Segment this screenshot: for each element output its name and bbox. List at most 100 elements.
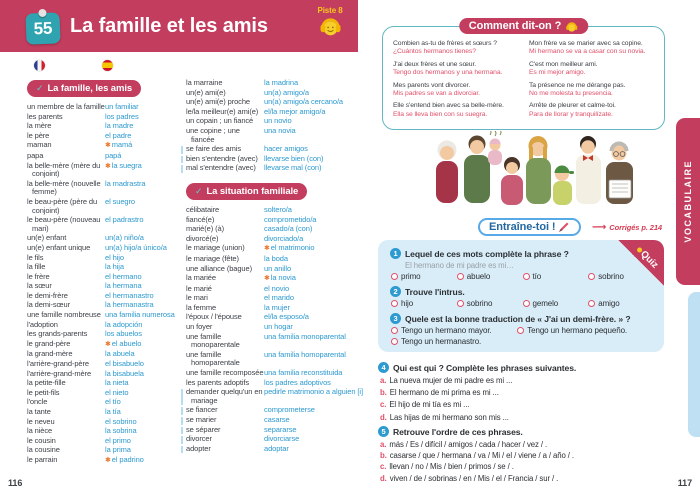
radio-icon[interactable] bbox=[588, 300, 596, 307]
vocab-list-2a: la marraine ✱la madrina un(e) ami(e) ✱un… bbox=[181, 78, 364, 173]
item-letter: c. bbox=[380, 400, 387, 410]
spanish-term-wrap: ✱la madrina bbox=[264, 78, 364, 88]
vocab-row: bien s'entendre (avec) ✱llevarse bien (c… bbox=[181, 154, 364, 164]
quiz-option-label: abuelo bbox=[466, 272, 491, 281]
radio-icon[interactable] bbox=[517, 327, 525, 334]
sentence-pair: C'est mon meilleur ami. Es mi mejor amig… bbox=[529, 61, 656, 78]
quiz-box: Quiz 1 Lequel de ces mots complète la ph… bbox=[378, 240, 664, 352]
radio-icon[interactable] bbox=[456, 273, 464, 280]
quiz-option-label: amigo bbox=[598, 299, 620, 308]
quiz-option[interactable]: sobrino bbox=[588, 272, 654, 281]
spanish-term-wrap: ✱el/la mejor amigo/a bbox=[264, 107, 364, 117]
quiz-option[interactable]: hijo bbox=[391, 299, 457, 308]
highlight-star-icon: ✱ bbox=[105, 162, 111, 170]
quiz-option[interactable]: abuelo bbox=[456, 272, 523, 281]
quiz-option-label: hijo bbox=[401, 299, 414, 308]
spanish-term-wrap: ✱la hija bbox=[105, 262, 182, 272]
spanish-term: un familiar bbox=[105, 102, 139, 111]
sidetab-next-section[interactable] bbox=[688, 292, 700, 437]
spanish-term: divorciado/a bbox=[264, 233, 304, 243]
spanish-term-wrap: ✱soltero/a bbox=[264, 205, 364, 215]
vocab-row: la femme ✱la mujer bbox=[186, 303, 364, 313]
spanish-term-wrap: ✱la suegra bbox=[105, 161, 182, 179]
sidetab-vocabulaire[interactable]: VOCABULAIRE bbox=[676, 118, 700, 285]
spanish-term-wrap: ✱la madre bbox=[105, 121, 182, 131]
vocab-row: le beau-père (père du conjoint) ✱el sueg… bbox=[27, 197, 182, 215]
entraine-toi-header: Entraîne-toi ! ⟶ Corrigés p. 214 bbox=[378, 218, 664, 238]
sentence-pair: Ta présence ne me dérange pas. No me mol… bbox=[529, 82, 656, 99]
quiz-option-label: tío bbox=[532, 272, 542, 281]
french-term: mal s'entendre (avec) bbox=[186, 163, 256, 173]
radio-icon[interactable] bbox=[588, 273, 596, 280]
vocab-row: une famille recomposée ✱una familia reco… bbox=[186, 368, 364, 378]
spanish-term-wrap: ✱divorciarse bbox=[264, 434, 364, 444]
quiz-ribbon-label: Quiz bbox=[634, 244, 660, 271]
audio-track-badge[interactable]: Piste 8 bbox=[308, 6, 352, 36]
vocab-row: une famille monoparentale ✱una familia m… bbox=[186, 332, 364, 350]
spanish-term-wrap: ✱el matrimonio bbox=[264, 244, 364, 254]
question-number-badge: 2 bbox=[390, 286, 401, 297]
quiz-option[interactable]: tío bbox=[522, 272, 589, 281]
spanish-term: el padrino bbox=[111, 454, 144, 464]
vocab-row: un membre de la famille ✱un familiar bbox=[27, 102, 182, 112]
french-term: la marraine bbox=[186, 78, 223, 87]
spanish-term: la madrina bbox=[264, 78, 299, 87]
vocab-row: le parrain ✱el padrino bbox=[27, 454, 182, 466]
quiz-option[interactable]: Tengo un hermano mayor. bbox=[391, 326, 517, 335]
vocab-row: le marié ✱el novio bbox=[186, 284, 364, 294]
radio-icon[interactable] bbox=[391, 300, 398, 307]
vocab-row: un(e) ami(e) proche ✱un(a) amigo/a cerca… bbox=[186, 97, 364, 107]
radio-icon[interactable] bbox=[391, 327, 398, 334]
comment-left-column: Combien as-tu de frères et sœurs ? ¿Cuán… bbox=[393, 40, 520, 123]
vocab-row: la belle-mère (mère du conjoint) ✱la sue… bbox=[27, 161, 182, 179]
spanish-term-wrap: ✱una familia monoparental bbox=[264, 332, 364, 350]
quiz-option[interactable]: gemelo bbox=[522, 299, 589, 308]
quiz-option[interactable]: primo bbox=[391, 272, 457, 281]
quiz-option[interactable]: Tengo un hermano pequeño. bbox=[517, 326, 643, 335]
french-term: la grand-mère bbox=[27, 349, 73, 359]
vocab-row: fiancé(e) ✱comprometido/a bbox=[186, 215, 364, 225]
vocab-row: l'adoption ✱la adopción bbox=[27, 320, 182, 330]
spanish-term-wrap: ✱el hermano bbox=[105, 272, 182, 282]
radio-icon[interactable] bbox=[391, 273, 398, 280]
spanish-term: un(a) amigo/a cercano/a bbox=[264, 97, 343, 107]
french-term: maman bbox=[27, 140, 52, 150]
corriges-link[interactable]: ⟶ Corrigés p. 214 bbox=[592, 222, 662, 232]
quiz-option[interactable]: Tengo un hermanastro. bbox=[391, 337, 517, 346]
quiz-option[interactable]: sobrino bbox=[456, 299, 523, 308]
item-text: más / Es / difícil / amigos / cada / hac… bbox=[389, 440, 548, 449]
spanish-term: un hogar bbox=[264, 322, 293, 332]
sidetab-vocabulaire-label: VOCABULAIRE bbox=[683, 160, 693, 243]
question-title: Lequel de ces mots complète la phrase ? bbox=[405, 248, 569, 259]
radio-icon[interactable] bbox=[522, 273, 530, 280]
question-1: 1 Lequel de ces mots complète la phrase … bbox=[390, 248, 654, 283]
spanish-sentence: No me molesta tu presencia. bbox=[529, 90, 613, 98]
vocab-row: les grands-parents ✱los abuelos bbox=[27, 329, 182, 339]
exercise-item: d. Las hijas de mi hermano son mis ... bbox=[380, 413, 664, 422]
radio-icon[interactable] bbox=[391, 338, 398, 345]
highlight-star-icon: ✱ bbox=[105, 456, 111, 464]
radio-icon[interactable] bbox=[522, 300, 530, 307]
french-term: une famille homoparentale bbox=[186, 349, 240, 368]
french-term: se faire des amis bbox=[186, 144, 241, 154]
french-term: le parrain bbox=[27, 454, 58, 464]
quiz-option[interactable]: amigo bbox=[588, 299, 654, 308]
spanish-term: un(a) niño/a bbox=[105, 233, 144, 243]
french-term: la mère bbox=[27, 121, 52, 131]
french-term: se marier bbox=[186, 415, 217, 424]
item-text: La nueva mujer de mi padre es mi ... bbox=[389, 376, 513, 385]
vocab-row: le mariage (fête) ✱la boda bbox=[186, 254, 364, 264]
spanish-term-wrap: ✱el nieto bbox=[105, 388, 182, 398]
lesson-number: 55 bbox=[33, 18, 53, 38]
item-letter: b. bbox=[380, 388, 387, 398]
audio-track-label: Piste 8 bbox=[317, 6, 343, 15]
vocab-row: la marraine ✱la madrina bbox=[186, 78, 364, 88]
spanish-sentence: Mis padres se van a divorciar. bbox=[393, 90, 480, 98]
spanish-term: casarse bbox=[264, 415, 290, 424]
radio-icon[interactable] bbox=[456, 300, 464, 307]
spanish-term: una familia reconstituida bbox=[264, 368, 343, 378]
spanish-term-wrap: ✱casado/a (con) bbox=[264, 224, 364, 234]
spanish-term-wrap: ✱el padrino bbox=[105, 454, 182, 466]
highlight-star-icon: ✱ bbox=[264, 275, 270, 283]
spanish-term: la bisabuela bbox=[105, 368, 144, 378]
